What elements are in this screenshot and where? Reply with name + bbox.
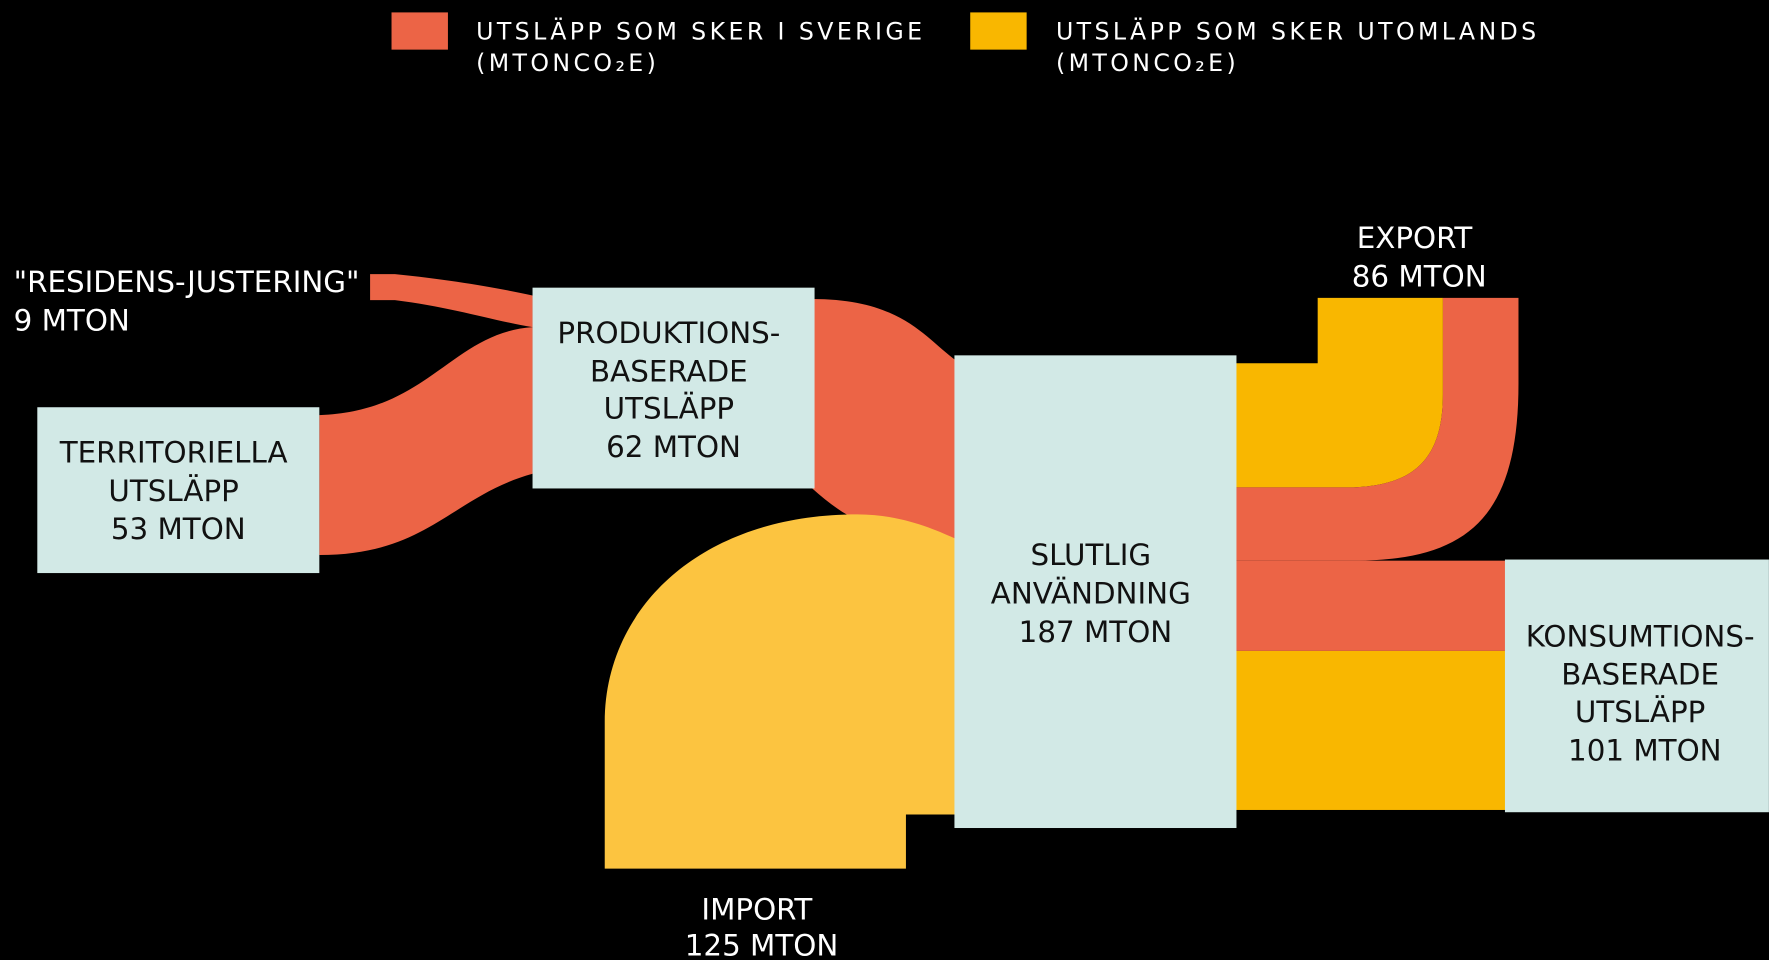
node-box (37, 407, 320, 574)
label-line: "RESIDENS-JUSTERING" (14, 265, 360, 299)
flow (1234, 297, 1443, 488)
label-line: UTSLÄPP (1575, 694, 1705, 729)
flow (812, 298, 957, 540)
legend-label-line: UTSLÄPP SOM SKER I SVERIGE (476, 17, 925, 45)
node-box (954, 355, 1237, 829)
label-line: UTSLÄPP (108, 473, 238, 508)
label-line: EXPORT (1357, 221, 1473, 255)
label-line: KONSUMTIONS- (1526, 619, 1755, 653)
flow (1234, 560, 1508, 651)
label-line: 9 MTON (14, 304, 130, 338)
label-line: IMPORT (701, 892, 812, 926)
legend-unit: (MTONCO₂E) (476, 49, 659, 77)
flow (370, 274, 533, 328)
label-line: 187 MTON (1019, 615, 1173, 649)
label-line: UTSLÄPP (604, 391, 734, 426)
node-label: EXPORT 86 MTON (1352, 221, 1487, 293)
flow (1234, 297, 1519, 561)
flow (604, 514, 957, 869)
node-label: SLUTLIG ANVÄNDNING 187 MTON (991, 538, 1200, 649)
label-line: 62 MTON (606, 430, 741, 464)
label-line: BASERADE (590, 354, 748, 388)
flow (1234, 650, 1508, 810)
legend-swatch (391, 12, 448, 50)
legend-unit: (MTONCO₂E) (1056, 49, 1239, 77)
label-line: 125 MTON (685, 928, 839, 960)
node-label: TERRITORIELLA UTSLÄPP 53 MTON (59, 436, 297, 547)
node-label: "RESIDENS-JUSTERING" 9 MTON (14, 265, 369, 337)
node-label: KONSUMTIONS- BASERADE UTSLÄPP 101 MTON (1526, 619, 1764, 767)
label-line: SLUTLIG (1030, 538, 1151, 572)
legend-label: UTSLÄPP SOM SKER I SVERIGE (MTONCO₂E) (476, 17, 936, 77)
node-label: PRODUKTIONS- BASERADE UTSLÄPP 62 MTON (557, 316, 789, 464)
node-box (1504, 559, 1769, 813)
label-line: PRODUKTIONS- (557, 316, 780, 350)
label-line: ANVÄNDNING (991, 576, 1191, 611)
label-line: 86 MTON (1352, 260, 1487, 294)
legend-label: UTSLÄPP SOM SKER UTOMLANDS (MTONCO₂E) (1056, 17, 1551, 77)
label-line: 101 MTON (1568, 733, 1722, 767)
label-line: TERRITORIELLA (59, 436, 288, 470)
legend-label-line: UTSLÄPP SOM SKER UTOMLANDS (1056, 17, 1540, 45)
node-label: IMPORT 125 MTON (685, 892, 839, 960)
legend-swatch (970, 12, 1027, 50)
label-line: BASERADE (1561, 658, 1719, 692)
flow (319, 327, 533, 556)
node-box (532, 287, 815, 489)
label-line: 53 MTON (111, 512, 246, 546)
